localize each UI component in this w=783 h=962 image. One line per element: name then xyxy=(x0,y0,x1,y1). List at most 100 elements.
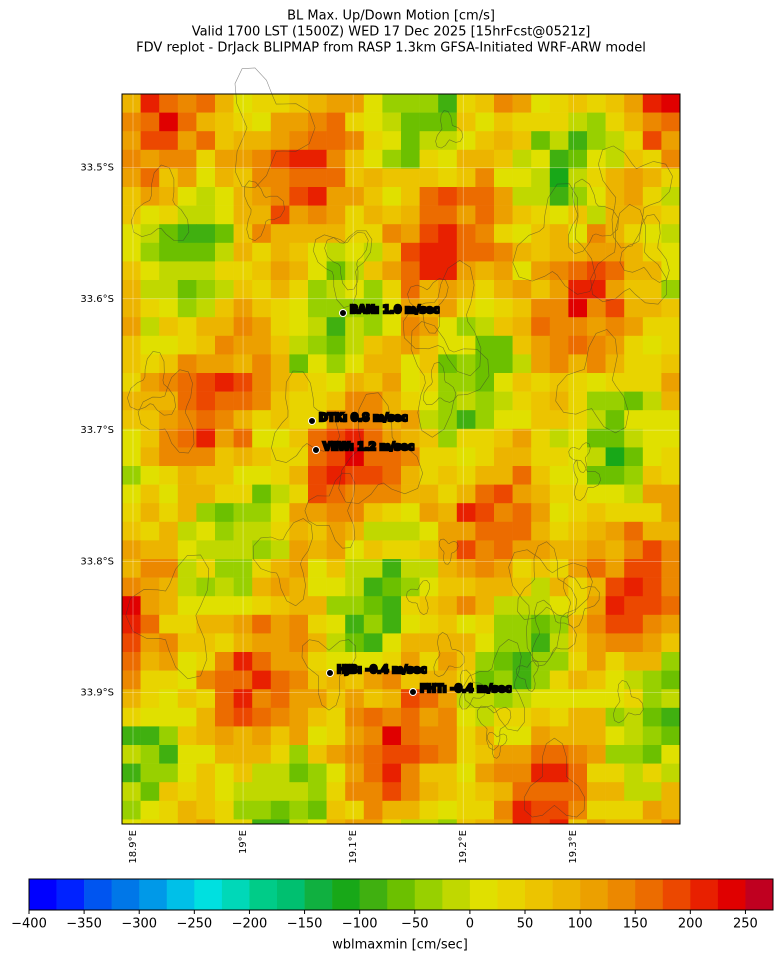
raster-cell xyxy=(549,335,569,355)
contour xyxy=(612,679,644,724)
raster-cell xyxy=(326,800,346,820)
colorbar-tick-label: −250 xyxy=(176,917,212,932)
raster-cell xyxy=(549,596,569,616)
raster-cell xyxy=(624,521,644,541)
raster-cell xyxy=(587,782,606,802)
raster-cell xyxy=(531,112,551,132)
raster-cell xyxy=(512,428,532,448)
raster-cell xyxy=(549,428,569,448)
raster-cell xyxy=(475,335,495,355)
raster-cell xyxy=(456,224,476,244)
raster-cell xyxy=(122,521,141,541)
raster-cell xyxy=(568,763,588,783)
raster-cell xyxy=(475,726,495,746)
raster-cell xyxy=(475,149,495,169)
raster-cell xyxy=(661,280,681,299)
raster-cell xyxy=(177,447,197,467)
colorbar-swatch xyxy=(414,879,443,910)
raster-cell xyxy=(512,187,532,206)
raster-cell xyxy=(177,224,197,244)
raster-cell xyxy=(438,447,458,467)
raster-cell xyxy=(456,94,476,113)
raster-cell xyxy=(605,726,625,746)
raster-cell xyxy=(345,131,365,151)
raster-cell xyxy=(456,577,476,597)
contour xyxy=(459,669,486,710)
raster-cell xyxy=(438,466,458,485)
raster-cell xyxy=(401,726,420,746)
raster-cell xyxy=(549,149,569,169)
raster-cell xyxy=(642,819,662,825)
raster-cell xyxy=(252,633,272,653)
raster-cell xyxy=(419,763,439,783)
raster-cell xyxy=(475,447,495,467)
raster-cell xyxy=(345,782,365,802)
raster-cell xyxy=(252,503,272,523)
raster-cell xyxy=(642,652,662,671)
raster-cell xyxy=(494,633,513,653)
raster-cell xyxy=(512,94,532,113)
raster-cell xyxy=(401,112,420,132)
raster-cell xyxy=(549,354,569,374)
raster-cell xyxy=(624,763,644,783)
raster-cell xyxy=(624,819,644,825)
raster-cell xyxy=(363,187,383,206)
colorbar-swatch xyxy=(607,879,636,910)
raster-cell xyxy=(661,800,681,820)
raster-cell xyxy=(642,466,662,485)
raster-cell xyxy=(642,373,662,392)
raster-cell xyxy=(624,261,644,281)
raster-cell xyxy=(624,596,644,616)
raster-cell xyxy=(512,503,532,523)
raster-cell xyxy=(624,800,644,820)
raster-cell xyxy=(587,373,606,392)
contour xyxy=(487,732,508,759)
raster-cell xyxy=(419,540,439,560)
raster-cell xyxy=(196,187,216,206)
raster-cell xyxy=(363,745,383,764)
raster-cell xyxy=(549,298,569,318)
raster-cell xyxy=(568,540,588,560)
raster-cell xyxy=(568,261,588,281)
raster-cell xyxy=(438,559,458,578)
raster-cell xyxy=(642,614,662,634)
raster-cell xyxy=(624,652,644,671)
raster-cell xyxy=(419,428,439,448)
raster-cell xyxy=(419,559,439,578)
raster-cell xyxy=(252,280,272,299)
raster-cell xyxy=(382,819,402,825)
raster-cell xyxy=(308,763,327,783)
raster-cell xyxy=(456,261,476,281)
raster-cell xyxy=(624,614,644,634)
raster-cell xyxy=(252,670,272,690)
raster-cell xyxy=(475,224,495,244)
raster-cell xyxy=(252,484,272,504)
raster-cell xyxy=(401,261,420,281)
raster-cell xyxy=(363,261,383,281)
colorbar-swatch xyxy=(304,879,333,910)
raster-cell xyxy=(289,559,309,578)
raster-cell xyxy=(568,726,588,746)
raster-cell xyxy=(196,373,216,392)
raster-cell xyxy=(549,224,569,244)
raster-cell xyxy=(177,577,197,597)
raster-cell xyxy=(345,112,365,132)
raster-cell xyxy=(308,261,327,281)
raster-cell xyxy=(326,261,346,281)
raster-cell xyxy=(494,614,513,634)
raster-cell xyxy=(252,726,272,746)
raster-cell xyxy=(363,428,383,448)
raster-cell xyxy=(177,187,197,206)
raster-cell xyxy=(494,428,513,448)
raster-cell xyxy=(159,614,179,634)
colorbar-tick-label: −50 xyxy=(401,917,428,932)
raster-cell xyxy=(401,280,420,299)
raster-cell xyxy=(308,205,327,225)
raster-cell xyxy=(549,689,569,709)
raster-cell xyxy=(177,540,197,560)
raster-cell xyxy=(270,466,290,485)
raster-cell xyxy=(363,242,383,262)
raster-cell xyxy=(345,447,365,467)
raster-cell xyxy=(363,577,383,597)
raster-cell xyxy=(568,521,588,541)
